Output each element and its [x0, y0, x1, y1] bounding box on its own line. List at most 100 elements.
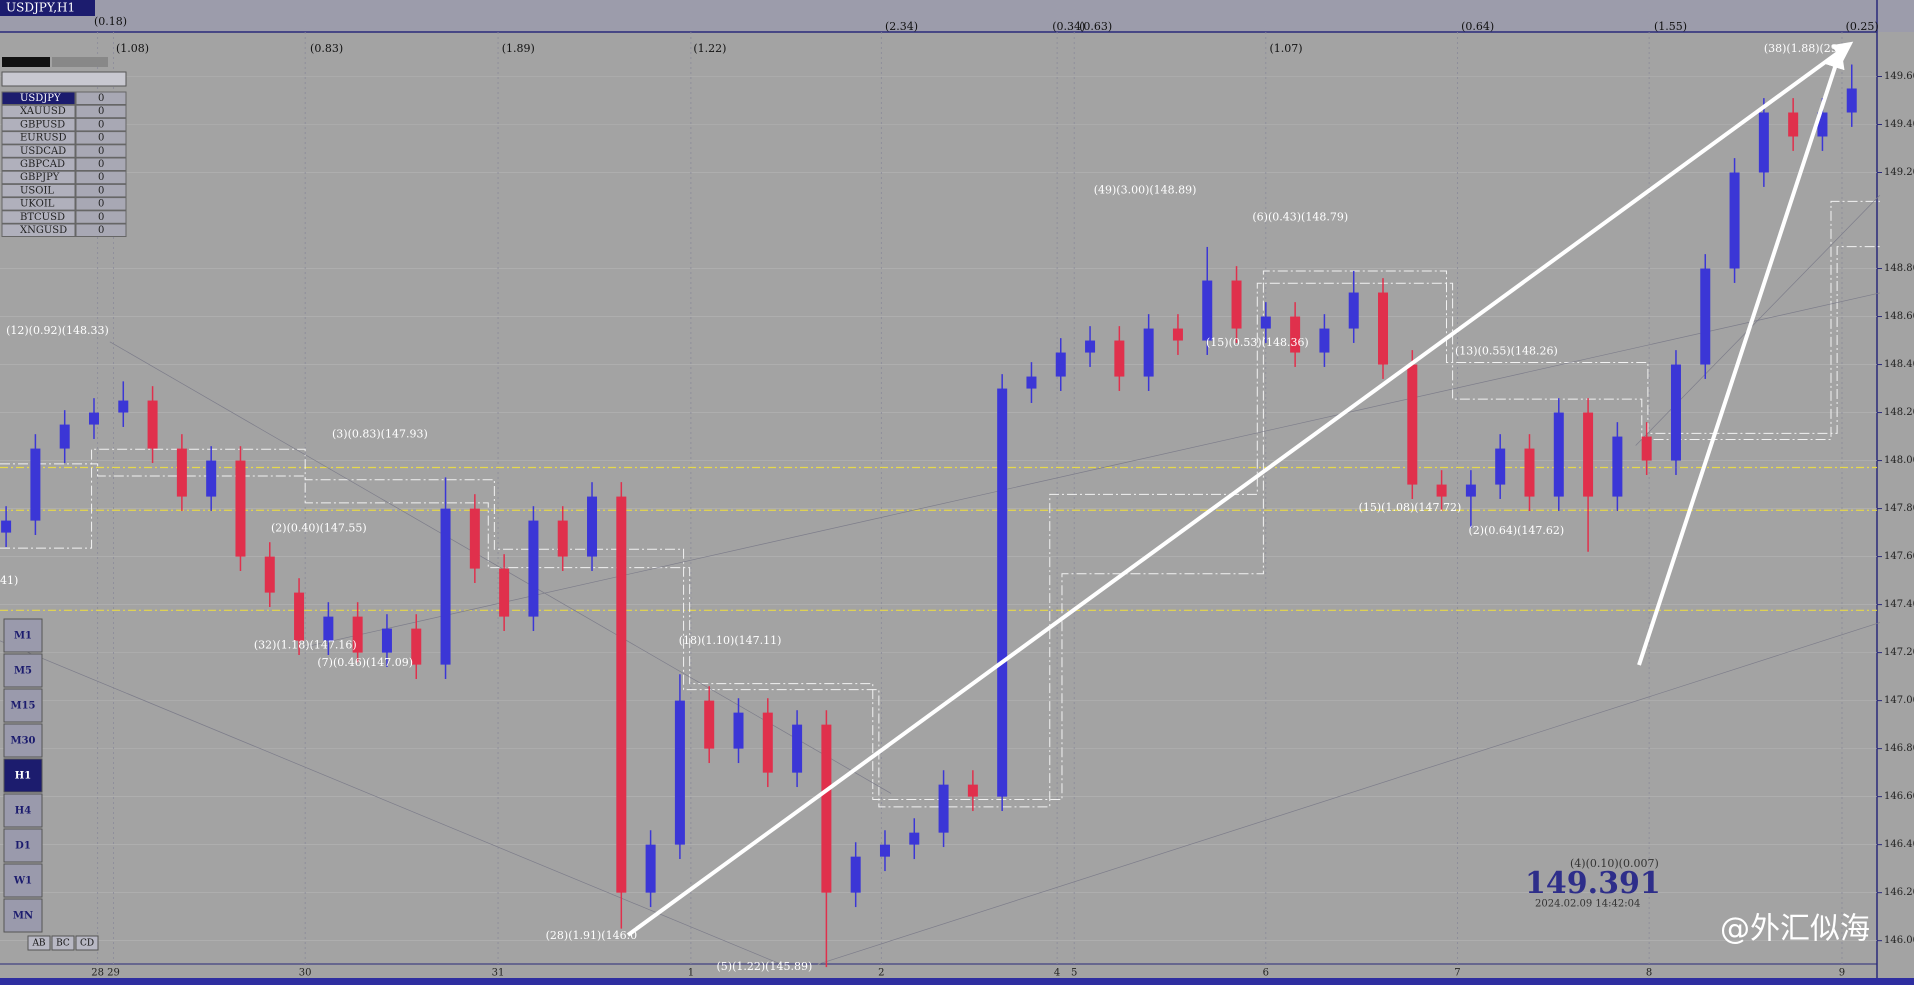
symbol-button[interactable]	[1, 210, 76, 224]
timeframe-button[interactable]	[3, 758, 43, 793]
symbol-name[interactable]: USDJPY	[20, 93, 61, 104]
y-tick-label: 148.60	[1884, 311, 1914, 322]
time-label: 9	[1839, 968, 1845, 979]
tool-label[interactable]: CD	[80, 939, 94, 949]
candle-body	[967, 784, 978, 797]
wave-annotation: 41)	[0, 574, 18, 587]
symbol-button[interactable]	[1, 170, 76, 185]
timeframe-label[interactable]: M5	[14, 666, 32, 677]
swing-label: (0.83)	[310, 42, 343, 55]
tool-button[interactable]	[51, 935, 75, 951]
trend-line	[0, 640, 782, 965]
color-strip	[52, 57, 108, 67]
swing-label: (1.07)	[1269, 42, 1302, 55]
symbol-button[interactable]	[1, 104, 76, 119]
candle-body	[59, 424, 70, 449]
symbol-value: 0	[98, 185, 104, 196]
timeframe-label[interactable]: M30	[11, 736, 36, 747]
candle-body	[1114, 340, 1125, 377]
timeframe-button[interactable]	[3, 828, 43, 863]
timeframe-label[interactable]: H4	[15, 806, 31, 817]
symbol-name[interactable]: GBPJPY	[20, 172, 60, 183]
wave-annotation: (49)(3.00)(148.89)	[1094, 183, 1197, 196]
timeframe-button[interactable]	[3, 898, 43, 933]
symbol-button[interactable]	[1, 117, 76, 132]
y-tick-label: 148.40	[1884, 359, 1914, 370]
time-label: 1	[688, 968, 694, 979]
swing-label: (1.89)	[502, 42, 535, 55]
color-strip	[2, 57, 50, 67]
symbol-name[interactable]: XAUUSD	[20, 106, 66, 117]
swing-label: (0.34)	[1052, 20, 1085, 33]
symbol-value-box	[75, 223, 127, 237]
symbol-name[interactable]: BTCUSD	[20, 212, 65, 223]
candle-body	[176, 448, 187, 497]
wave-annotation: (15)(1.08)(147.72)	[1359, 501, 1462, 514]
timeframe-label[interactable]: M1	[14, 631, 32, 642]
swing-label: (2.34)	[885, 20, 918, 33]
timeframe-label[interactable]: D1	[15, 841, 31, 852]
candle-body	[381, 628, 392, 653]
timeframe-button[interactable]	[3, 653, 43, 688]
timeframe-button[interactable]	[3, 688, 43, 723]
candle-body	[206, 460, 217, 497]
time-label: 2	[878, 968, 884, 979]
timeframe-label[interactable]: H1	[15, 771, 31, 782]
tool-label[interactable]: BC	[56, 939, 70, 949]
candle-body	[352, 616, 363, 653]
symbol-name[interactable]: EURUSD	[20, 133, 67, 144]
timeframe-label[interactable]: M15	[11, 701, 36, 712]
symbol-button[interactable]	[1, 144, 76, 158]
candle-body	[1817, 112, 1828, 137]
wave-annotation: (18)(1.10)(147.11)	[679, 634, 782, 647]
symbol-name[interactable]: UKOIL	[20, 199, 55, 210]
timeframe-button[interactable]	[3, 863, 43, 898]
symbol-button[interactable]	[1, 91, 76, 105]
status-time: 2024.02.09 14:42:04	[1535, 899, 1640, 910]
candle-body	[938, 784, 949, 833]
tool-label[interactable]: AB	[31, 939, 45, 949]
symbol-value-box	[75, 170, 127, 185]
symbol-name[interactable]: GBPUSD	[20, 119, 65, 130]
wave-annotation: (32)(1.18)(147.16)	[254, 639, 357, 652]
symbol-button[interactable]	[1, 223, 76, 237]
symbol-value: 0	[98, 225, 104, 236]
candle-body	[1319, 328, 1330, 353]
symbol-name[interactable]: XNGUSD	[20, 225, 67, 236]
status-info: (4)(0.10)(0.007)	[1570, 857, 1659, 870]
timeframe-button[interactable]	[3, 723, 43, 758]
tool-button[interactable]	[27, 935, 51, 951]
toolbar	[1, 71, 127, 87]
timeframe-label[interactable]: W1	[13, 876, 32, 887]
symbol-name[interactable]: USDCAD	[20, 146, 66, 157]
symbol-name[interactable]: GBPCAD	[20, 159, 65, 170]
timeframe-label[interactable]: MN	[13, 911, 33, 922]
candle-body	[235, 460, 246, 557]
timeframe-button[interactable]	[3, 793, 43, 828]
symbol-value-box	[75, 183, 127, 198]
symbol-button[interactable]	[1, 131, 76, 145]
trend-line	[305, 292, 1880, 648]
y-tick-label: 147.80	[1884, 503, 1914, 514]
candle-body	[528, 520, 539, 617]
ui-panels: USDJPY 0 XAUUSD 0 GBPUSD 0 EURUSD 0 USDCAD 0 GBPCA…	[1, 57, 127, 951]
y-tick-label: 147.00	[1884, 695, 1914, 706]
candle-body	[1055, 352, 1066, 377]
candle-body	[1495, 448, 1506, 485]
swing-label: (0.63)	[1079, 20, 1112, 33]
candle-body	[1641, 436, 1652, 461]
candle-body	[762, 712, 773, 773]
timeframe-button[interactable]	[3, 618, 43, 653]
symbol-value: 0	[98, 146, 104, 157]
time-label: 5	[1071, 968, 1077, 979]
candle-body	[88, 412, 99, 425]
tool-button[interactable]	[75, 935, 99, 951]
symbol-value-box	[75, 131, 127, 145]
candle-body	[674, 700, 685, 845]
candle-body	[1085, 340, 1096, 353]
symbol-name[interactable]: USOIL	[20, 185, 54, 196]
symbol-button[interactable]	[1, 157, 76, 171]
symbol-button[interactable]	[1, 183, 76, 198]
symbol-button[interactable]	[1, 197, 76, 211]
